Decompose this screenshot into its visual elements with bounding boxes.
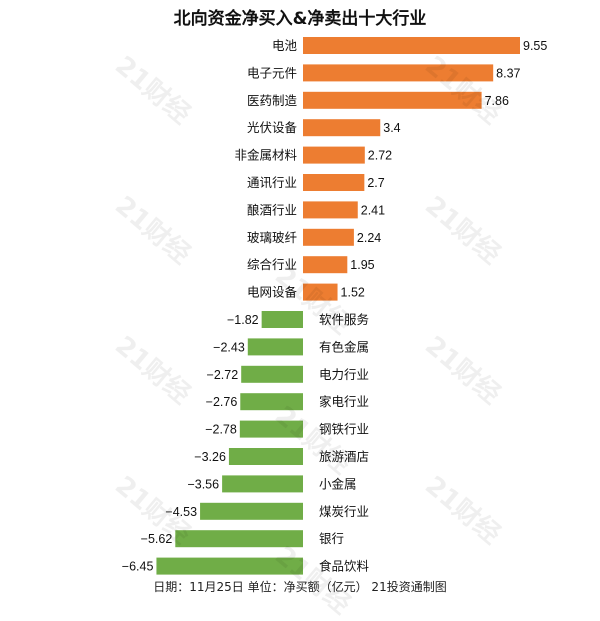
value-label: −2.76: [206, 395, 238, 409]
value-label: −2.72: [207, 368, 239, 382]
value-label: 2.72: [368, 149, 392, 163]
value-label: −6.45: [122, 560, 154, 574]
category-label: 银行: [319, 531, 344, 546]
chart-title: 北向资金净买入&净卖出十大行业: [173, 9, 427, 29]
category-label: 有色金属: [319, 339, 369, 354]
bar: [303, 283, 338, 301]
value-label: 1.52: [341, 286, 365, 300]
category-label: 光伏设备: [247, 120, 298, 135]
value-label: −2.78: [205, 423, 237, 437]
value-label: −4.53: [165, 505, 197, 519]
bar: [240, 393, 303, 411]
value-label: 3.4: [383, 121, 400, 135]
bar: [200, 502, 303, 520]
bar: [261, 311, 303, 328]
category-label: 电网设备: [247, 285, 298, 300]
bar: [175, 530, 303, 548]
bar: [303, 37, 520, 54]
bar: [303, 201, 358, 219]
value-label: 8.37: [496, 66, 520, 80]
category-label: 通讯行业: [247, 175, 297, 190]
category-label: 家电行业: [319, 394, 369, 409]
category-label: 煤炭行业: [319, 504, 369, 519]
category-label: 非金属材料: [234, 148, 297, 163]
category-label: 电力行业: [319, 367, 369, 382]
footer-note: 日期：11月25日 单位：净买额（亿元） 21投资通制图: [153, 580, 447, 594]
value-label: −3.26: [194, 450, 226, 464]
bar: [303, 228, 354, 246]
value-label: 7.86: [485, 94, 509, 108]
value-label: −5.62: [141, 532, 173, 546]
value-label: −2.43: [213, 340, 245, 354]
bar: [303, 256, 348, 274]
value-label: 2.7: [367, 176, 384, 190]
value-label: 9.55: [523, 39, 547, 53]
value-label: 2.41: [361, 203, 385, 217]
category-label: 软件服务: [319, 312, 369, 327]
category-label: 旅游酒店: [319, 449, 369, 464]
bar: [222, 475, 303, 493]
value-label: 1.95: [350, 258, 374, 272]
category-label: 酿酒行业: [247, 202, 297, 217]
category-label: 综合行业: [247, 257, 297, 272]
bar: [303, 91, 482, 109]
bar: [239, 420, 303, 438]
bar: [241, 365, 303, 383]
category-label: 小金属: [319, 476, 357, 491]
bar: [247, 338, 303, 356]
value-label: −3.56: [187, 477, 219, 491]
bar: [303, 174, 365, 191]
bar: [228, 448, 303, 465]
value-label: 2.24: [357, 231, 381, 245]
bar: [303, 64, 494, 82]
category-label: 电池: [272, 38, 298, 53]
category-label: 钢铁行业: [319, 422, 369, 437]
bar: [156, 557, 303, 575]
bar: [303, 119, 381, 137]
bar-chart: 电池 9.55 电子元件 8.37 医药制造 7.86 光伏设备 3.4 非金属材料 2.72 通讯…: [122, 37, 547, 575]
category-label: 医药制造: [247, 93, 298, 108]
value-label: −1.82: [227, 313, 259, 327]
category-label: 食品饮料: [319, 559, 370, 574]
category-label: 玻璃玻纤: [247, 230, 298, 245]
bar: [303, 146, 365, 164]
category-label: 电子元件: [247, 65, 297, 80]
